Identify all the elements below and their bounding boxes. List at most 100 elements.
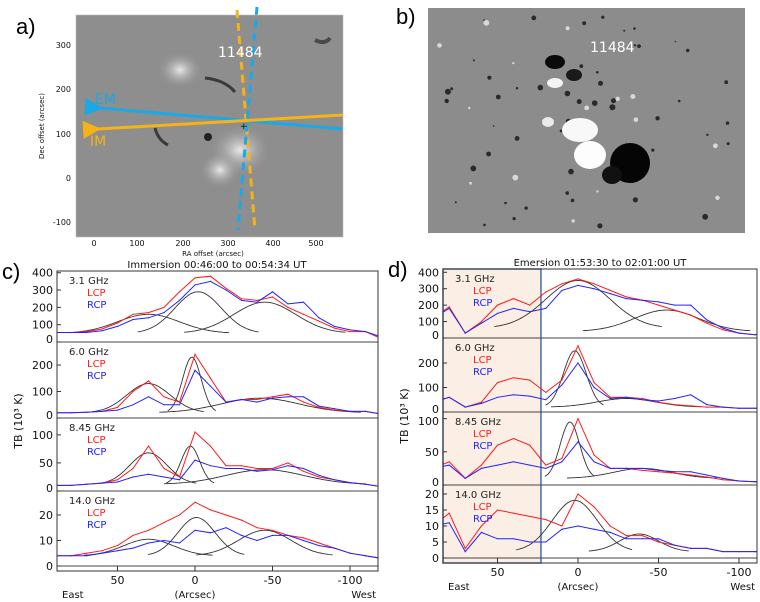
west-label: West — [351, 590, 376, 601]
rcp-point — [101, 482, 103, 484]
x-tick-label: -50 — [650, 566, 668, 579]
lcp-point — [240, 298, 243, 300]
rcp-point — [706, 474, 708, 476]
panel-a: a) EM IM 11484 0 100 200 300 400 500 300 200 100… — [16, 6, 344, 258]
lcp-point — [609, 396, 611, 398]
rcp-point — [657, 538, 660, 540]
lcp-point — [116, 322, 119, 324]
rcp-point — [545, 541, 547, 543]
y-tick-label: 10 — [39, 535, 53, 548]
rcp-point — [287, 534, 289, 537]
rcp-point — [674, 304, 676, 306]
rcp-point — [690, 304, 692, 306]
lcp-point — [333, 409, 336, 411]
lcp-point — [302, 470, 305, 472]
lcp-point — [464, 547, 466, 550]
x-tick-label: 200 — [175, 239, 190, 248]
negative-polarity — [637, 44, 641, 48]
negative-polarity — [545, 55, 565, 69]
em-label: EM — [95, 92, 116, 108]
lcp-point — [529, 379, 531, 381]
negative-polarity — [579, 64, 584, 68]
lcp-point — [194, 353, 196, 355]
lcp-point — [496, 444, 499, 446]
rcp-point — [271, 469, 274, 471]
rcp-point — [256, 470, 258, 472]
lcp-point — [302, 313, 305, 315]
lcp-point — [116, 479, 119, 481]
lcp-point — [657, 541, 660, 543]
rcp-point — [513, 461, 515, 463]
rcp-point — [561, 289, 563, 291]
rcp-point — [529, 464, 531, 466]
y-tick-label: 15 — [425, 504, 439, 517]
lcp-point — [163, 522, 165, 524]
x-tick-label: 100 — [129, 239, 144, 248]
rcp-point — [722, 477, 724, 479]
positive-polarity — [565, 26, 570, 31]
positive-polarity — [633, 117, 639, 122]
rcp-point — [754, 551, 756, 553]
rcp-point — [380, 486, 381, 487]
lcp-point — [657, 471, 660, 473]
y-axis-label: TB (10³ K) — [12, 393, 25, 449]
negative-polarity — [515, 87, 519, 90]
lcp-point — [593, 506, 595, 508]
subplot-6-0-ghz — [57, 353, 381, 415]
gaussian-fit — [582, 309, 751, 332]
rcp-point — [147, 317, 150, 319]
negative-polarity — [596, 71, 599, 74]
lcp-point — [194, 277, 196, 279]
y-tick-label: 300 — [32, 284, 53, 297]
negative-polarity — [702, 213, 709, 220]
rcp-point — [609, 531, 611, 534]
lcp-point — [302, 537, 305, 539]
lcp-point — [545, 291, 547, 293]
negative-polarity — [537, 84, 544, 91]
legend-lcp: LCP — [473, 286, 492, 297]
lcp-point — [690, 474, 692, 476]
lcp-point — [690, 405, 692, 407]
legend-rcp: RCP — [473, 367, 492, 378]
lcp-point — [513, 437, 515, 440]
y-axis-label: TB (10³ K) — [398, 388, 411, 444]
rcp-point — [738, 480, 740, 482]
rcp-point — [529, 541, 531, 543]
negative-polarity — [444, 98, 449, 104]
center-marker: + — [240, 122, 248, 132]
negative-polarity — [623, 29, 626, 32]
rcp-point — [287, 396, 289, 398]
rcp-point — [754, 407, 756, 409]
x-tick-label: -100 — [727, 566, 752, 579]
rcp-point — [132, 547, 134, 549]
negative-polarity — [570, 198, 575, 203]
lcp-point — [163, 306, 165, 308]
frequency-label: 14.0 GHz — [69, 496, 115, 507]
y-axis-label: Dec offset (arcsec) — [38, 93, 46, 159]
rcp-point — [690, 471, 692, 473]
rcp-point — [480, 402, 482, 404]
rcp-point — [70, 555, 72, 557]
y-tick-label: 100 — [32, 319, 53, 332]
lcp-point — [706, 406, 708, 408]
lcp-point — [163, 396, 165, 398]
rcp-point — [561, 528, 563, 530]
lcp-point — [209, 509, 212, 511]
lcp-point — [194, 501, 196, 503]
negative-polarity — [601, 15, 605, 19]
rcp-point — [464, 477, 466, 479]
rcp-point — [132, 318, 134, 321]
rcp-point — [333, 479, 336, 481]
subplot-8-45-ghz — [443, 417, 757, 483]
rcp-point — [545, 399, 547, 401]
lcp-point — [209, 445, 212, 447]
positive-polarity — [571, 219, 575, 223]
rcp-point — [116, 481, 119, 483]
legend-lcp: LCP — [87, 508, 106, 519]
legend-rcp: RCP — [473, 298, 492, 309]
rcp-point — [641, 467, 644, 469]
lcp-point — [380, 413, 381, 414]
rcp-point — [116, 409, 119, 411]
negative-polarity — [531, 15, 537, 21]
rcp-point — [706, 547, 708, 550]
